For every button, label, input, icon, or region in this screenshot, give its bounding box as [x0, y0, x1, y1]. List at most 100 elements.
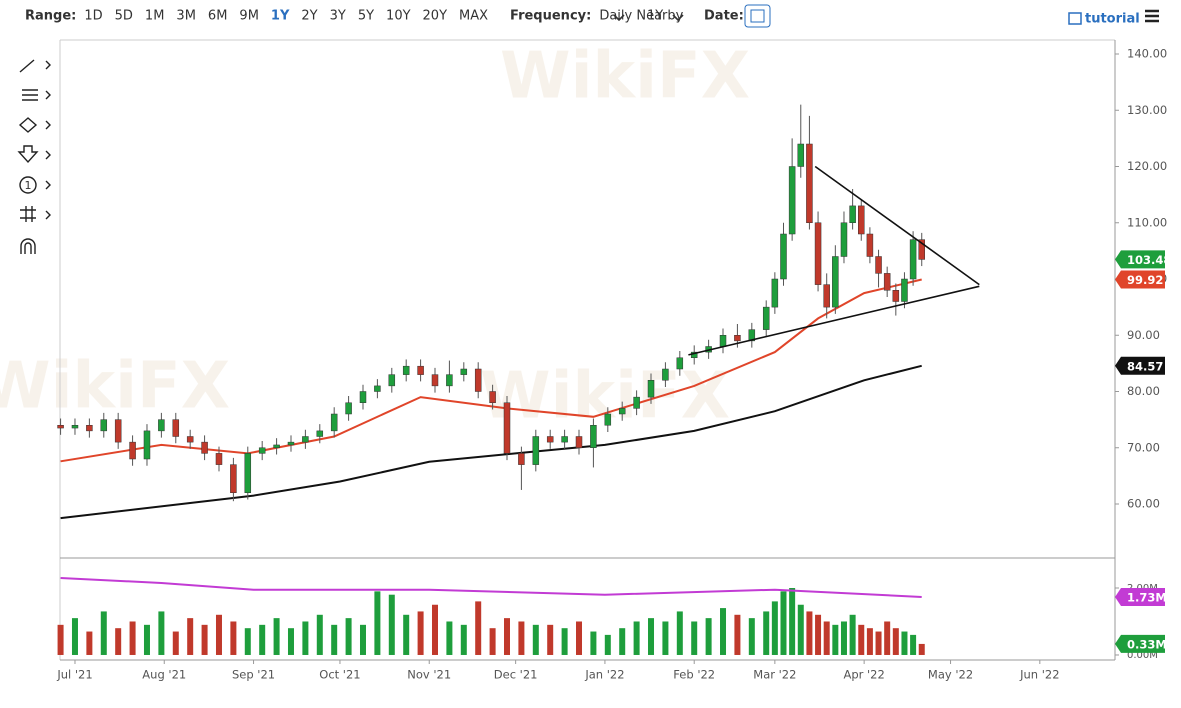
range-button[interactable]: 1D — [84, 9, 102, 24]
x-tick-label: Dec '21 — [494, 668, 538, 682]
candle-body — [918, 239, 925, 260]
candle-body — [518, 453, 525, 465]
volume-bar — [547, 624, 554, 655]
candle-body — [814, 222, 822, 285]
range-button[interactable]: 1M — [145, 9, 165, 24]
range-button[interactable]: 10Y — [386, 9, 411, 24]
range-button[interactable]: 9M — [239, 9, 259, 24]
frequency-select[interactable]: Daily Nearby — [599, 9, 683, 24]
candle-body — [503, 402, 511, 454]
fib-tool[interactable] — [22, 89, 38, 101]
range-button[interactable]: 5Y — [358, 9, 374, 24]
volume-bar — [918, 643, 925, 655]
candle-body — [230, 464, 237, 494]
volume-bar — [866, 628, 873, 655]
candle-body — [909, 239, 917, 280]
candle-body — [345, 402, 352, 415]
range-button[interactable]: 3Y — [330, 9, 346, 24]
volume-bar — [100, 611, 107, 655]
label-tool[interactable] — [19, 176, 37, 194]
candle-body — [129, 441, 136, 460]
candle-body — [86, 425, 93, 432]
candle-body — [662, 368, 669, 381]
candle-body — [489, 391, 496, 404]
y-tick-label: 90.00 — [1127, 328, 1160, 342]
candle-body — [633, 396, 640, 409]
candle-body — [273, 444, 280, 449]
range-button[interactable]: 5D — [115, 9, 133, 24]
volume-bar — [230, 621, 237, 655]
magnet-tool[interactable] — [20, 238, 36, 254]
volume-bar — [273, 618, 280, 655]
menu-icon[interactable] — [1145, 9, 1159, 23]
candle-body — [788, 166, 796, 235]
candle-body — [858, 205, 865, 235]
range-button[interactable]: MAX — [459, 9, 488, 24]
x-tick-label: Aug '21 — [142, 668, 186, 682]
dropdown-arrows — [613, 14, 684, 22]
candle-body — [901, 278, 908, 302]
date-picker[interactable] — [744, 4, 771, 28]
volume-bar — [691, 621, 698, 655]
volume-bar — [748, 618, 755, 655]
arrow-tool[interactable] — [17, 145, 39, 164]
y-tick-label: 70.00 — [1127, 440, 1160, 454]
x-tick-label: Jun '22 — [1019, 668, 1059, 682]
candle-body — [532, 436, 540, 465]
volume-bar — [823, 621, 830, 655]
candle-body — [215, 453, 223, 465]
candle-body — [374, 385, 381, 392]
y-tick-label: 120.00 — [1127, 159, 1167, 173]
candle-body — [676, 357, 684, 370]
candle-body — [431, 374, 439, 387]
range-button[interactable]: 1Y — [271, 9, 290, 24]
range-button[interactable]: 20Y — [423, 9, 448, 24]
period-select[interactable]: 1Y — [647, 9, 663, 24]
candle-body — [797, 143, 805, 167]
candle-body — [590, 425, 597, 449]
drawing-tools — [17, 59, 51, 254]
candle-body — [446, 374, 453, 387]
watermark: WikiFX — [0, 350, 230, 424]
candle-body — [258, 447, 266, 454]
volume-bar — [475, 601, 482, 655]
candle-body — [460, 368, 468, 375]
volume-bar — [446, 621, 453, 655]
volume-bar — [158, 611, 165, 655]
x-tick-label: Jul '21 — [56, 668, 92, 682]
candle-body — [546, 436, 554, 443]
volume-bar — [789, 587, 796, 655]
x-tick-label: May '22 — [928, 668, 973, 682]
volume-bar — [518, 621, 525, 655]
measure-tool[interactable] — [20, 206, 36, 222]
candle-body — [57, 425, 64, 429]
range-button[interactable]: 6M — [208, 9, 228, 24]
volume-bar — [388, 594, 395, 655]
tutorial-link[interactable]: tutorial — [1085, 12, 1140, 27]
volume-bar — [374, 591, 381, 655]
shape-tool[interactable] — [18, 117, 38, 133]
y-tick-label: 60.00 — [1127, 497, 1160, 511]
volume-bar — [86, 631, 93, 655]
candle-body — [186, 436, 194, 443]
candle-body — [840, 222, 848, 257]
candle-body — [287, 441, 295, 446]
candle-body — [474, 368, 482, 392]
price-badge-label: 103.48 — [1127, 253, 1171, 267]
candle-body — [201, 441, 208, 454]
price-badge — [1115, 356, 1165, 375]
volume-bar — [875, 631, 882, 655]
range-button[interactable]: 2Y — [301, 9, 317, 24]
volume-bar — [780, 591, 787, 655]
line-tool[interactable] — [19, 59, 35, 73]
calendar-icon — [750, 9, 765, 23]
candle-body — [771, 278, 779, 308]
candle-body — [823, 284, 830, 308]
volume-badge-label: 1.73M — [1127, 591, 1167, 605]
candle-body — [402, 365, 410, 375]
candle-body — [244, 453, 252, 494]
range-button[interactable]: 3M — [176, 9, 196, 24]
x-tick-label: Nov '21 — [407, 668, 451, 682]
volume-bar — [763, 611, 770, 655]
candle-body — [417, 365, 424, 375]
